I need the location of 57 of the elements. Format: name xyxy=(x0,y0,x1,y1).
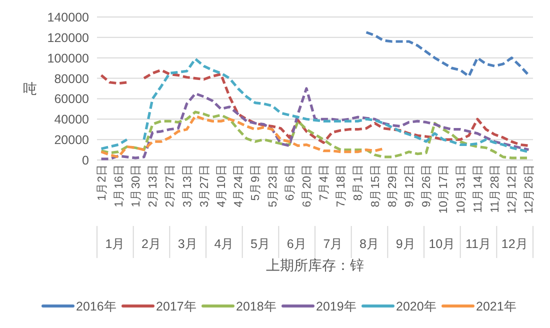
x-tick-label: 3月13日 xyxy=(180,164,194,208)
text: 4月 xyxy=(214,237,234,251)
x-tick-label: 6月6日 xyxy=(283,164,296,201)
y-tick-label: 100000 xyxy=(47,51,90,66)
x-tick-label: 4月24日 xyxy=(232,164,246,208)
x-tick-label: 2月13日 xyxy=(146,164,160,208)
text: 6月 xyxy=(286,237,307,251)
x-tick-label: 8月29日 xyxy=(386,164,399,208)
y-tick-label: 60000 xyxy=(54,92,90,106)
x-tick-label: 4月10日 xyxy=(214,164,228,208)
y-tick-label: 120000 xyxy=(47,30,90,45)
x-tick-label: 12月26日 xyxy=(522,164,536,214)
x-tick-label: 5月23日 xyxy=(266,164,280,208)
x-tick-label: 10月17日 xyxy=(437,164,450,214)
y-tick-label: 0 xyxy=(82,154,90,168)
x-tick-label: 2月27日 xyxy=(164,164,177,208)
y-axis-title: 吨 xyxy=(23,80,37,96)
x-tick-label: 9月26日 xyxy=(420,164,434,208)
legend-label: 2021年 xyxy=(476,300,517,314)
x-tick-label: 1月2日 xyxy=(95,164,108,201)
text: 7月 xyxy=(323,237,344,251)
text: 3月 xyxy=(178,237,198,251)
x-tick-label: 1月16日 xyxy=(112,164,126,208)
x-tick-label: 7月18日 xyxy=(334,164,348,208)
x-axis-title: 上期所库存：锌 xyxy=(266,257,364,273)
text: 11月 xyxy=(466,237,492,251)
x-tick-label: 1月30日 xyxy=(129,164,142,208)
x-tick-label: 11月14日 xyxy=(471,164,484,213)
y-tick-label: 140000 xyxy=(47,10,90,24)
x-tick-label: 5月9日 xyxy=(249,164,262,201)
legend-label: 2016年 xyxy=(76,300,117,314)
x-tick-label: 11月28日 xyxy=(488,164,502,213)
x-tick-label: 9月12日 xyxy=(403,164,416,208)
x-tick-label: 8月1日 xyxy=(352,164,365,201)
line-series xyxy=(100,114,385,158)
legend-label: 2017年 xyxy=(156,300,197,314)
y-tick-label: 40000 xyxy=(54,112,90,127)
text: 1月 xyxy=(105,237,126,251)
text: 9月 xyxy=(396,237,416,251)
x-tick-label: 7月4日 xyxy=(318,164,331,201)
text: 2月 xyxy=(142,237,162,251)
line-series xyxy=(364,31,530,78)
x-tick-label: 3月27日 xyxy=(198,164,211,208)
text: 12月 xyxy=(501,237,528,251)
y-tick-label: 20000 xyxy=(54,133,90,148)
x-tick-label: 10月31日 xyxy=(454,164,468,214)
y-tick-label: 80000 xyxy=(54,72,90,86)
text: 8月 xyxy=(360,237,380,251)
legend-label: 2018年 xyxy=(236,300,277,314)
line-series xyxy=(100,87,530,160)
x-tick-label: 12月12日 xyxy=(506,164,519,214)
x-tick-label: 8月15日 xyxy=(368,164,382,208)
legend-label: 2019年 xyxy=(316,300,357,314)
legend-label: 2020年 xyxy=(396,300,437,314)
text: 5月 xyxy=(250,237,270,251)
x-tick-label: 6月20日 xyxy=(300,164,314,208)
text: 10月 xyxy=(428,237,456,251)
